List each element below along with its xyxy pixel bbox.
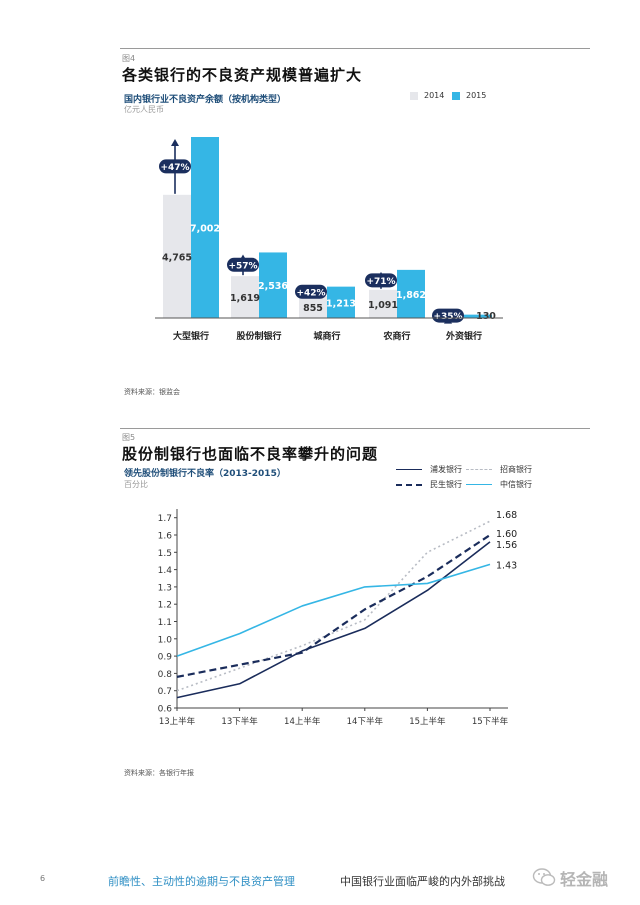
growth-badge-text-1: +57% (228, 261, 257, 271)
legend-zhaoshang: 招商银行 (466, 464, 532, 475)
legend-minsheng: 民生银行 (396, 479, 462, 490)
category-label-2: 城商行 (313, 330, 340, 342)
value-label-2014-2: 855 (303, 303, 323, 314)
legend-zhongxin-label: 中信银行 (500, 480, 532, 489)
legend-zhongxin-line (466, 484, 492, 485)
x-tick-label-2: 14上半年 (284, 716, 321, 727)
category-label-3: 农商行 (382, 330, 410, 342)
y-tick-label-5: 1.2 (158, 601, 172, 611)
watermark-text: 轻金融 (560, 870, 609, 889)
legend-minsheng-line (396, 483, 422, 486)
growth-badge-0 (159, 159, 191, 174)
line-chart: 1.7 1.6 1.5 1.4 1.3 1.2 1.1 1.0 0.9 0.8 0.7 0.613上半… (158, 509, 517, 727)
footer-section-link[interactable]: 前瞻性、主动性的逾期与不良资产管理 (108, 875, 295, 888)
series-line-zhaoshang (176, 520, 491, 692)
growth-badge-1 (227, 257, 259, 272)
y-tick-label-9: 0.8 (158, 670, 173, 680)
legend-2015: 2015 (452, 91, 486, 100)
bar-2014-3 (369, 289, 397, 318)
figure5-title: 股份制银行也面临不良率攀升的问题 (122, 445, 379, 463)
figure4-unit: 亿元人民币 (124, 105, 164, 114)
bar-2015-2 (327, 286, 355, 318)
page-number: 6 (40, 874, 46, 883)
growth-badge-2 (295, 284, 327, 299)
legend-zhongxin: 中信银行 (466, 479, 532, 490)
y-tick-label-4: 1.3 (158, 583, 172, 593)
legend-pufa-label: 浦发银行 (430, 465, 462, 474)
wechat-icon (532, 868, 556, 886)
value-label-2015-1: 2,536 (258, 281, 288, 292)
legend-pufa: 浦发银行 (396, 464, 462, 475)
value-label-2014-3: 1,091 (368, 300, 398, 311)
figure5-source: 资料来源：各银行年报 (124, 769, 194, 777)
y-tick-label-0: 1.7 (158, 514, 172, 524)
legend-2014-label: 2014 (424, 91, 445, 100)
figure5-subtitle: 领先股份制银行不良率（2013-2015） (124, 469, 286, 479)
bar-2015-1 (259, 252, 287, 318)
x-tick-label-0: 13上半年 (159, 716, 196, 727)
legend-2015-label: 2015 (466, 91, 487, 100)
figure4-source: 资料来源：银监会 (124, 388, 180, 396)
figure5-unit: 百分比 (124, 480, 148, 489)
y-tick-label-1: 1.6 (158, 532, 173, 542)
category-label-0: 大型银行 (173, 330, 209, 342)
value-label-2015-0: 7,002 (190, 224, 220, 235)
value-label-2015-3: 1,862 (396, 290, 426, 301)
figure5-top-rule (120, 428, 590, 429)
growth-badge-text-4: +35% (433, 312, 462, 322)
figure4-top-rule (120, 48, 590, 49)
legend-2014: 2014 (410, 91, 444, 100)
category-label-1: 股份制银行 (236, 330, 281, 342)
bar-2014-2 (299, 295, 327, 318)
bar-2015-0 (191, 137, 219, 318)
y-tick-label-8: 0.9 (158, 653, 173, 663)
figure5-label: 图5 (122, 433, 136, 442)
growth-badge-3 (365, 273, 397, 288)
legend-pufa-line (396, 469, 422, 470)
value-label-2014-1: 1,619 (230, 293, 260, 304)
series-line-zhongxin (176, 563, 491, 657)
y-tick-label-11: 0.6 (158, 705, 173, 715)
figure4-subtitle: 国内银行业不良资产余额（按机构类型） (124, 95, 287, 105)
x-tick-label-3: 14下半年 (347, 716, 384, 727)
figure4-label: 图4 (122, 54, 136, 63)
end-value-label-2: 1.56 (496, 540, 517, 551)
y-tick-label-3: 1.4 (158, 566, 173, 576)
bar-2015-4 (464, 314, 492, 318)
end-value-label-3: 1.43 (496, 560, 517, 571)
growth-badge-4 (432, 308, 464, 323)
y-tick-label-6: 1.1 (158, 618, 172, 628)
growth-badge-text-0: +47% (160, 163, 189, 173)
legend-zhaoshang-label: 招商银行 (500, 465, 532, 474)
series-line-minsheng (176, 534, 491, 678)
watermark: 轻金融 (532, 866, 608, 890)
growth-badge-text-3: +71% (366, 277, 395, 287)
value-label-2015-2: 1,213 (326, 298, 356, 309)
x-tick-label-5: 15下半年 (472, 716, 509, 727)
footer-chapter-title: 中国银行业面临严峻的内外部挑战 (340, 875, 505, 888)
x-tick-label-4: 15上半年 (409, 716, 446, 727)
bar-2014-0 (163, 194, 191, 318)
series-line-pufa (176, 541, 491, 699)
legend-2015-swatch (452, 91, 460, 100)
category-label-4: 外资银行 (445, 330, 482, 342)
legend-zhaoshang-line (466, 469, 492, 470)
bar-2015-3 (397, 269, 425, 318)
legend-2014-swatch (410, 91, 418, 100)
value-label-2014-0: 4,765 (162, 252, 192, 263)
bar-2014-1 (231, 276, 259, 318)
y-tick-label-7: 1.0 (158, 635, 173, 645)
x-tick-label-1: 13下半年 (221, 716, 258, 727)
growth-arrow-head-0 (171, 139, 179, 146)
growth-badge-text-2: +42% (296, 288, 325, 298)
y-tick-label-10: 0.7 (158, 687, 172, 697)
y-tick-label-2: 1.5 (158, 549, 172, 559)
end-value-label-1: 1.60 (496, 529, 517, 540)
figure4-title: 各类银行的不良资产规模普遍扩大 (122, 66, 363, 84)
end-value-label-0: 1.68 (496, 510, 517, 521)
legend-minsheng-label: 民生银行 (430, 480, 462, 489)
value-label-2015-4: 130 (476, 311, 496, 322)
